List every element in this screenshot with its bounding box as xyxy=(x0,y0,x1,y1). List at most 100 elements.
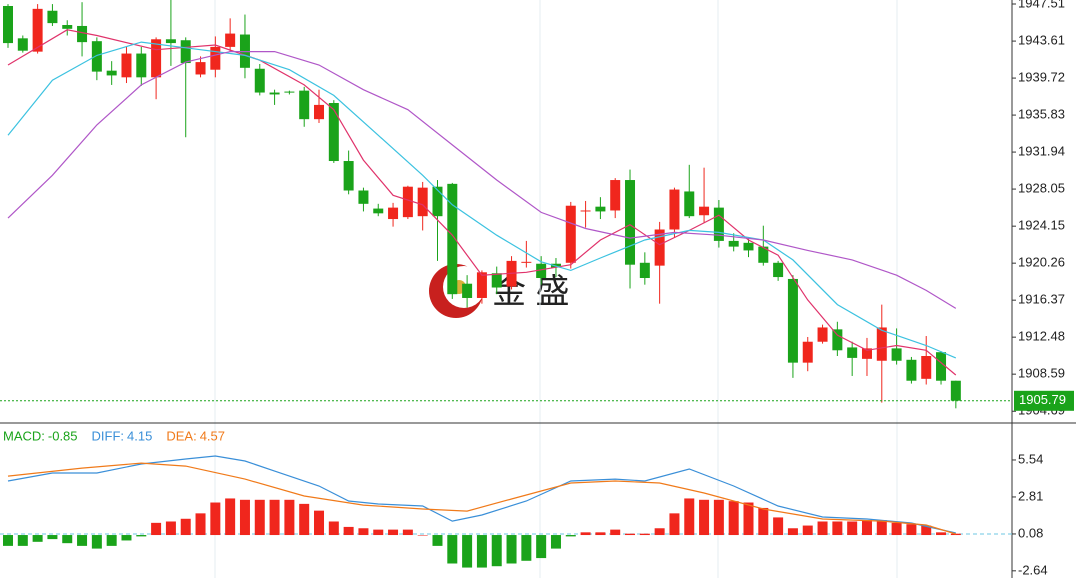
macd-bar xyxy=(639,533,650,536)
candle-body xyxy=(136,53,147,78)
legend-value: -0.85 xyxy=(48,428,78,443)
candle-body xyxy=(47,10,58,24)
macd-bar xyxy=(417,535,428,536)
macd-bar xyxy=(536,535,547,559)
candle-body xyxy=(299,90,310,120)
candle-body xyxy=(817,327,828,342)
y-tick-label: 1943.61 xyxy=(1018,33,1065,48)
macd-bar xyxy=(684,498,695,536)
macd-bar xyxy=(3,535,13,546)
candle-body xyxy=(314,104,325,120)
macd-bar xyxy=(521,535,532,561)
candle-body xyxy=(91,41,102,72)
macd-bar xyxy=(343,526,354,536)
macd-bar xyxy=(699,499,710,536)
candle-body xyxy=(284,91,295,93)
candle-body xyxy=(151,39,162,78)
macd-bar xyxy=(62,535,73,544)
candle-body xyxy=(891,348,902,361)
macd-bar xyxy=(254,499,265,536)
y-tick-label: 1935.83 xyxy=(1018,107,1065,122)
candle-body xyxy=(447,183,458,295)
macd-bar xyxy=(669,513,680,536)
candle-body xyxy=(861,348,872,359)
macd-bar xyxy=(165,521,176,536)
macd-bar xyxy=(373,529,384,536)
legend-label: DEA: xyxy=(166,428,196,443)
candle-body xyxy=(491,273,502,288)
candle-body xyxy=(402,186,413,218)
candle-body xyxy=(432,186,443,217)
y-tick-label: 1912.48 xyxy=(1018,329,1065,344)
candle-body xyxy=(32,8,43,52)
macd-bar xyxy=(876,520,887,536)
candle-body xyxy=(77,25,88,43)
macd-bar xyxy=(32,535,43,542)
candle-body xyxy=(728,240,739,247)
indicator-line xyxy=(7,455,956,534)
candle-body xyxy=(639,262,650,279)
indicator-line xyxy=(7,462,956,535)
candle-body xyxy=(802,341,813,363)
macd-bar xyxy=(299,503,310,536)
candle-body xyxy=(388,207,399,220)
macd-bar xyxy=(802,525,813,536)
macd-bar xyxy=(136,535,147,537)
macd-bar xyxy=(47,535,58,540)
macd-bar xyxy=(743,502,754,536)
macd-bar xyxy=(654,528,665,536)
y-tick-label: 5.54 xyxy=(1018,451,1043,466)
candle-body xyxy=(565,205,576,263)
candle-body xyxy=(906,359,917,381)
candle-body xyxy=(758,246,769,263)
macd-bar xyxy=(225,498,236,536)
y-tick-label: 2.81 xyxy=(1018,488,1043,503)
macd-bar xyxy=(210,502,221,536)
macd-bar xyxy=(388,529,399,536)
candle-body xyxy=(847,347,858,358)
macd-bar xyxy=(506,535,517,564)
watermark: 金 盛 xyxy=(492,273,569,311)
candle-body xyxy=(625,180,636,265)
macd-bar xyxy=(936,532,947,536)
candle-body xyxy=(328,103,339,162)
candle-body xyxy=(3,5,13,44)
macd-bar xyxy=(847,521,858,536)
macd-bar xyxy=(358,528,369,536)
macd-bar xyxy=(121,535,132,541)
macd-bar xyxy=(284,499,295,536)
macd-bar xyxy=(906,524,917,536)
candle-body xyxy=(773,262,784,278)
macd-bar xyxy=(269,499,280,536)
candle-body xyxy=(165,39,176,44)
last-price-box xyxy=(1014,390,1074,411)
candle-body xyxy=(669,189,680,230)
candle-body xyxy=(654,229,665,266)
y-tick-label: 1924.15 xyxy=(1018,218,1065,233)
candle-body xyxy=(106,70,117,76)
macd-bar xyxy=(773,517,784,536)
candle-body xyxy=(684,191,695,217)
candle-body xyxy=(521,261,532,263)
macd-bar xyxy=(17,535,28,546)
candle-body xyxy=(343,161,354,191)
candle-body xyxy=(358,190,369,204)
y-tick-label: 1939.72 xyxy=(1018,70,1065,85)
indicator-line xyxy=(7,51,957,309)
candle-body xyxy=(713,207,724,241)
legend-label: DIFF: xyxy=(92,428,125,443)
candle-body xyxy=(476,272,487,298)
candle-body xyxy=(536,263,547,279)
candle-body xyxy=(699,206,710,216)
candle-body xyxy=(417,187,428,217)
legend-label: MACD: xyxy=(3,428,45,443)
macd-bar xyxy=(432,535,443,546)
macd-bar xyxy=(625,533,636,536)
candle-body xyxy=(254,68,265,93)
macd-bar xyxy=(447,535,458,564)
candle-body xyxy=(269,92,280,95)
candle-body xyxy=(373,208,384,214)
y-tick-label: 1908.59 xyxy=(1018,366,1065,381)
macd-bar xyxy=(314,510,325,536)
